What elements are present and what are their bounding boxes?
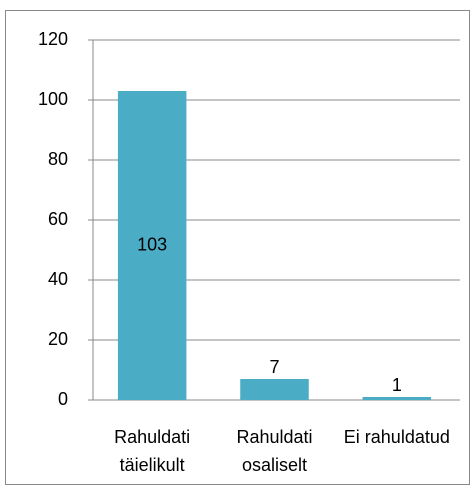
x-tick-label: Ei rahuldatud [343,427,450,447]
y-tick-label: 80 [48,149,68,169]
y-tick-label: 120 [38,29,68,49]
chart-border [5,10,470,485]
y-tick-label: 20 [48,329,68,349]
data-label: 7 [269,357,279,377]
data-label: 103 [137,234,167,254]
y-tick-label: 60 [48,209,68,229]
y-tick-label: 100 [38,89,68,109]
x-tick-label: Rahuldati täielikult [114,427,191,475]
bar [117,91,187,400]
data-label: 1 [392,375,402,395]
y-tick-label: 40 [48,269,68,289]
bar [240,379,309,400]
bar [362,397,432,400]
y-tick-label: 0 [58,389,68,409]
x-tick-label: Rahuldati osaliselt [236,427,313,475]
